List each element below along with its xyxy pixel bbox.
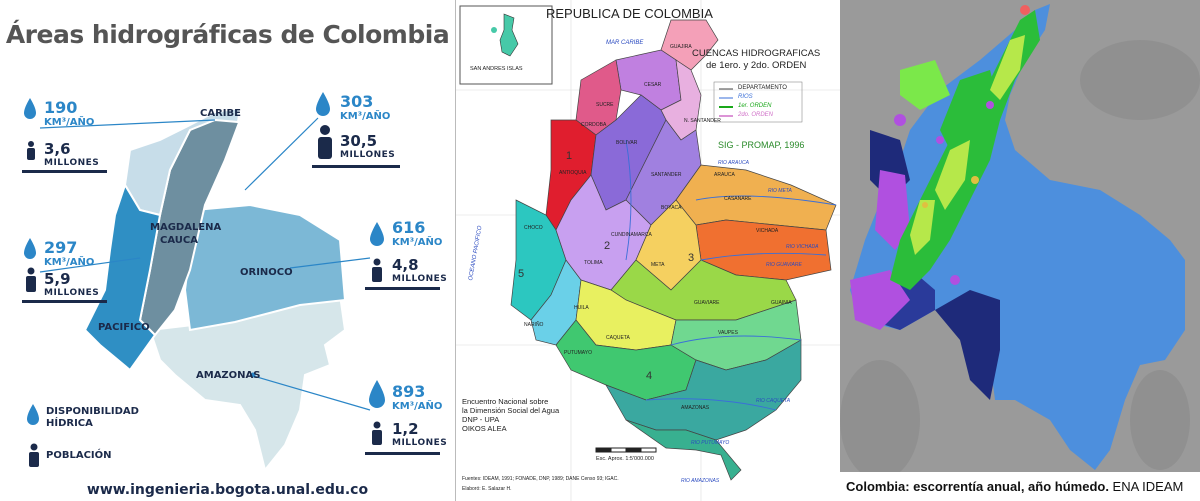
legend-departamento: DEPARTAMENTO [738, 85, 787, 91]
sea-label: MAR CARIBE [606, 40, 644, 46]
hydrographic-areas-panel: Áreas hidrográficas de Colombia [0, 0, 455, 501]
caribe-pop-stat: 3,6 MILLONES [44, 140, 100, 168]
magdalena-pop-stat: 30,5 MILLONES [340, 132, 396, 160]
person-icon [29, 443, 39, 467]
map-title: REPUBLICA DE COLOMBIA [546, 6, 713, 21]
legend-first-order: 1er. ORDEN [738, 103, 772, 109]
person-icon [318, 125, 332, 159]
place-putumayo: PUTUMAYO [564, 350, 592, 356]
pacifico-area [83, 182, 162, 372]
place-vaupes: VAUPES [718, 330, 738, 336]
runoff-country-shape [850, 4, 1185, 470]
place-arauca: ARAUCA [714, 172, 735, 178]
sources: Fuentes: IDEAM, 1991; FONADE, DNP, 1989;… [462, 476, 619, 482]
orinoco-area [183, 203, 347, 332]
river-meta: RIO META [768, 188, 792, 194]
place-casanare: CASANARE [724, 196, 752, 202]
region-label-amazonas: AMAZONAS [196, 370, 261, 381]
place-tolima: TOLIMA [584, 260, 603, 266]
legend-rios: RIOS [738, 94, 753, 100]
islands-label: SAN ANDRES ISLAS [470, 66, 523, 72]
place-boyaca: BOYACA [661, 205, 682, 211]
place-vichada: VICHADA [756, 228, 779, 234]
region-label-orinoco: ORINOCO [240, 267, 293, 278]
place-cesar: CESAR [644, 82, 662, 88]
san-andres-island [499, 13, 519, 57]
map-source: SIG - PROMAP, 1996 [718, 140, 805, 150]
elaboro: Elaboró: E. Salazar H. [462, 486, 512, 492]
place-meta: META [651, 262, 665, 268]
watershed-map [456, 0, 841, 501]
river-amazonas: RIO AMAZONAS [681, 478, 720, 484]
region-number-3: 3 [688, 252, 695, 264]
legend-second-order: 2do. ORDEN [738, 112, 774, 118]
magdalena-water-stat: 303 KM³/AÑO [340, 92, 391, 122]
water-drop-icon [24, 238, 36, 259]
river-guaviare: RIO GUAVIARE [766, 262, 802, 268]
place-choco: CHOCO [524, 225, 543, 231]
legend-water: DISPONIBILIDAD HÍDRICA [46, 406, 139, 429]
region-label-caribe: CARIBE [200, 108, 241, 119]
river-arauca: RIO ARAUCA [718, 160, 749, 166]
place-santander: SANTANDER [651, 172, 682, 178]
person-icon [372, 421, 382, 445]
person-icon [372, 258, 382, 282]
river-putumayo: RIO PUTUMAYO [691, 440, 730, 446]
runoff-caption: Colombia: escorrentía anual, año húmedo.… [840, 472, 1200, 501]
amazonas-area [148, 293, 347, 473]
runoff-map [840, 0, 1200, 501]
region-number-2: 2 [604, 240, 611, 252]
caribe-water-stat: 190 KM³/AÑO [44, 98, 95, 128]
region-label-cauca: CAUCA [160, 235, 198, 246]
place-sucre: SUCRE [596, 102, 614, 108]
place-narino: NARIÑO [524, 322, 544, 328]
water-drop-icon [24, 98, 36, 119]
watershed-map-panel: REPUBLICA DE COLOMBIA SAN ANDRES ISLAS M… [455, 0, 841, 501]
person-icon [26, 267, 36, 292]
place-antioquia: ANTIOQUIA [559, 170, 587, 176]
place-guajira: GUAJIRA [670, 44, 692, 50]
place-caqueta: CAQUETA [606, 335, 630, 341]
place-bolivar: BOLIVAR [616, 140, 638, 146]
region-number-1: 1 [566, 150, 573, 162]
credits: Encuentro Nacional sobre la Dimensión So… [462, 397, 560, 433]
region-label-magdalena: MAGDALENA [150, 222, 222, 233]
scale-label: Esc. Aprox. 1:5'000.000 [596, 456, 654, 462]
region-label-pacifico: PACIFICO [98, 322, 150, 333]
water-drop-icon [370, 222, 384, 246]
water-drop-icon [27, 404, 39, 425]
map-subtitle-2: de 1ero. y 2do. ORDEN [706, 60, 807, 71]
pacifico-pop-stat: 5,9 MILLONES [44, 270, 100, 298]
pacifico-water-stat: 297 KM³/AÑO [44, 238, 95, 268]
place-n-santander: N. SANTANDER [684, 118, 721, 124]
place-guainia: GUAINIA [771, 300, 792, 306]
hydrographic-areas-map [24, 92, 385, 473]
amazonas-water-stat: 893 KM³/AÑO [392, 382, 443, 412]
orinoco-pop-stat: 4,8 MILLONES [392, 256, 448, 284]
panel1-title: Áreas hidrográficas de Colombia [5, 20, 450, 49]
runoff-map-panel: Colombia: escorrentía anual, año húmedo.… [840, 0, 1200, 501]
river-caqueta: RIO CAQUETA [756, 398, 791, 404]
legend-population: POBLACIÓN [46, 450, 112, 461]
place-amazonas: AMAZONAS [681, 405, 710, 411]
region-number-4: 4 [646, 370, 653, 382]
map-subtitle-1: CUENCAS HIDROGRAFICAS [692, 48, 821, 59]
orinoco-water-stat: 616 KM³/AÑO [392, 218, 443, 248]
water-drop-icon [369, 380, 385, 408]
place-guaviare: GUAVIARE [694, 300, 720, 306]
river-vichada: RIO VICHADA [786, 244, 819, 250]
source-url: www.ingenieria.bogota.unal.edu.co [86, 482, 369, 498]
place-cordoba: CORDOBA [581, 122, 607, 128]
place-cundinamarca: CUNDINAMARCA [611, 232, 652, 238]
person-icon [27, 141, 35, 160]
region-number-5: 5 [518, 268, 525, 280]
place-huila: HUILA [574, 305, 589, 311]
water-drop-icon [316, 92, 330, 116]
amazonas-pop-stat: 1,2 MILLONES [392, 420, 448, 448]
